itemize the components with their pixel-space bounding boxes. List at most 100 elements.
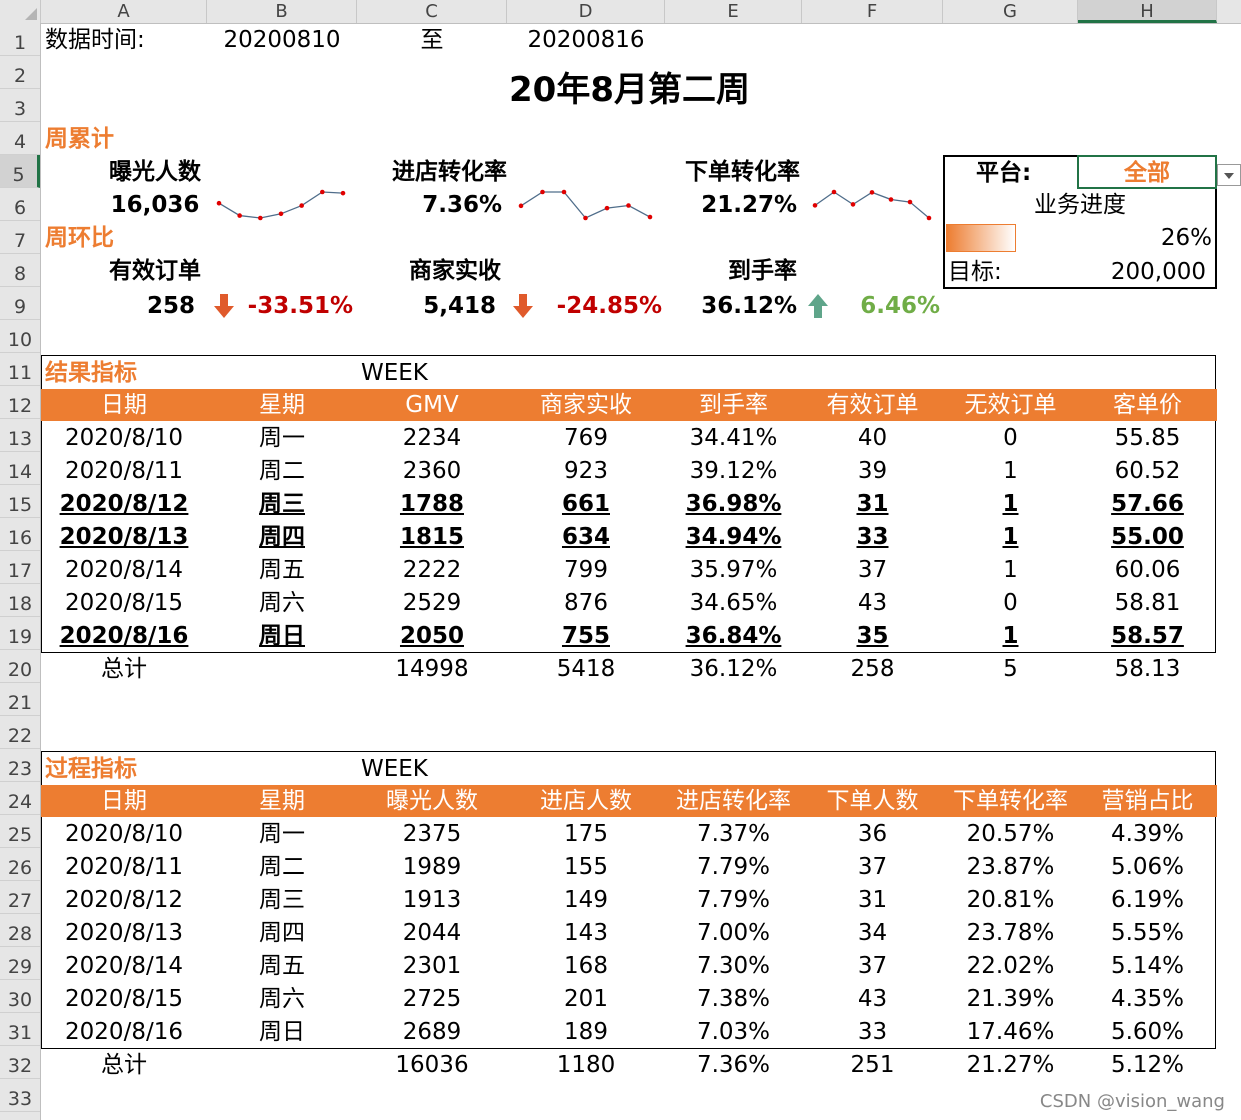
process-table-cell[interactable]: 175 <box>564 821 608 847</box>
process-table-cell[interactable]: 1913 <box>402 887 462 913</box>
result-table-header-cell[interactable]: 客单价 <box>1113 392 1182 418</box>
process-table-cell[interactable]: 周四 <box>259 920 305 946</box>
result-table-cell[interactable]: 60.06 <box>1114 557 1181 583</box>
store-conversion-value[interactable]: 7.36% <box>422 192 502 218</box>
result-table-cell[interactable]: 60.52 <box>1114 458 1181 484</box>
progress-value[interactable]: 26% <box>1160 225 1212 251</box>
result-table-cell[interactable]: 1 <box>1002 524 1019 550</box>
row-header-20[interactable]: 20 <box>0 650 40 683</box>
result-table-cell[interactable]: 58.81 <box>1114 590 1181 616</box>
result-table-cell[interactable]: 周六 <box>259 590 305 616</box>
result-table-cell[interactable]: 2050 <box>399 623 464 649</box>
process-table-cell[interactable]: 周五 <box>259 953 305 979</box>
process-table-cell[interactable]: 143 <box>564 920 608 946</box>
result-table-header-cell[interactable]: 星期 <box>259 392 305 418</box>
result-table-cell[interactable]: 799 <box>564 557 608 583</box>
result-table-cell[interactable]: 2020/8/14 <box>65 557 183 583</box>
result-table-total-cell[interactable]: 36.12% <box>689 656 778 682</box>
valid-orders-label[interactable]: 有效订单 <box>109 258 201 284</box>
process-table-cell[interactable]: 2020/8/10 <box>65 821 183 847</box>
exposure-value[interactable]: 16,036 <box>110 192 200 218</box>
result-table-cell[interactable]: 39 <box>857 458 888 484</box>
result-table-cell[interactable]: 2020/8/12 <box>59 491 189 517</box>
result-table-cell[interactable]: 2020/8/16 <box>59 623 189 649</box>
result-table-cell[interactable]: 34.65% <box>689 590 778 616</box>
column-header-d[interactable]: D <box>507 0 665 23</box>
progress-label[interactable]: 业务进度 <box>1034 192 1126 218</box>
process-table-cell[interactable]: 168 <box>564 953 608 979</box>
process-table-cell[interactable]: 2020/8/15 <box>65 986 183 1012</box>
row-header-25[interactable]: 25 <box>0 815 40 848</box>
target-label[interactable]: 目标: <box>948 259 1002 285</box>
process-table-cell[interactable]: 2020/8/16 <box>65 1019 183 1045</box>
process-table-total-cell[interactable]: 5.12% <box>1110 1052 1185 1078</box>
end-date[interactable]: 20200816 <box>527 27 645 53</box>
process-table-header-cell[interactable]: 下单人数 <box>826 788 919 814</box>
process-table-cell[interactable]: 33 <box>857 1019 888 1045</box>
row-header-19[interactable]: 19 <box>0 617 40 650</box>
process-table-cell[interactable]: 23.78% <box>966 920 1055 946</box>
process-table-cell[interactable]: 7.38% <box>696 986 771 1012</box>
row-header-33[interactable]: 33 <box>0 1079 40 1112</box>
process-table-cell[interactable]: 189 <box>564 1019 608 1045</box>
row-header-9[interactable]: 9 <box>0 287 40 320</box>
process-table-cell[interactable]: 149 <box>564 887 608 913</box>
row-header-28[interactable]: 28 <box>0 914 40 947</box>
process-table-header-cell[interactable]: 日期 <box>101 788 147 814</box>
platform-select-cell[interactable] <box>1077 155 1217 189</box>
process-table-total-cell[interactable]: 251 <box>850 1052 895 1078</box>
result-table-cell[interactable]: 0 <box>1003 425 1018 451</box>
result-table-header-cell[interactable]: 商家实收 <box>540 392 632 418</box>
process-table-cell[interactable]: 2375 <box>402 821 462 847</box>
result-table-cell[interactable]: 769 <box>564 425 608 451</box>
process-table-cell[interactable]: 155 <box>564 854 608 880</box>
result-table-total-cell[interactable]: 5 <box>1003 656 1018 682</box>
result-table-total-cell[interactable]: 58.13 <box>1114 656 1181 682</box>
process-table-cell[interactable]: 2689 <box>402 1019 462 1045</box>
process-table-cell[interactable]: 4.39% <box>1110 821 1185 847</box>
result-table-cell[interactable]: 634 <box>561 524 610 550</box>
result-table-cell[interactable]: 2020/8/11 <box>65 458 183 484</box>
arrival-rate-value[interactable]: 36.12% <box>701 293 797 319</box>
result-table-cell[interactable]: 周四 <box>259 524 305 550</box>
valid-orders-change[interactable]: -33.51% <box>247 293 353 319</box>
process-table-cell[interactable]: 7.79% <box>696 887 771 913</box>
result-table-cell[interactable]: 1 <box>1002 623 1019 649</box>
result-table-total-cell[interactable]: 总计 <box>101 656 147 682</box>
process-table-cell[interactable]: 17.46% <box>966 1019 1055 1045</box>
result-table-cell[interactable]: 39.12% <box>689 458 778 484</box>
row-header-6[interactable]: 6 <box>0 188 40 221</box>
data-time-label[interactable]: 数据时间: <box>45 27 145 53</box>
order-conversion-value[interactable]: 21.27% <box>701 192 797 218</box>
process-table-cell[interactable]: 7.30% <box>696 953 771 979</box>
result-table-cell[interactable]: 1 <box>1002 491 1019 517</box>
to-label[interactable]: 至 <box>420 27 444 53</box>
row-header-32[interactable]: 32 <box>0 1046 40 1079</box>
process-table-cell[interactable]: 7.00% <box>696 920 771 946</box>
process-table-cell[interactable]: 周日 <box>259 1019 305 1045</box>
valid-orders-value[interactable]: 258 <box>146 293 195 319</box>
process-table-header-cell[interactable]: 营销占比 <box>1101 788 1194 814</box>
result-table-cell[interactable]: 周三 <box>259 491 305 517</box>
result-table-cell[interactable]: 周五 <box>259 557 305 583</box>
row-header-5[interactable]: 5 <box>0 155 40 188</box>
result-table-cell[interactable]: 58.57 <box>1111 623 1184 649</box>
result-table-cell[interactable]: 55.00 <box>1111 524 1184 550</box>
result-table-cell[interactable]: 2222 <box>402 557 462 583</box>
process-section-label[interactable]: 过程指标 <box>45 756 137 782</box>
merchant-income-change[interactable]: -24.85% <box>556 293 662 319</box>
weekly-total-label[interactable]: 周累计 <box>45 126 114 152</box>
process-table-total-cell[interactable]: 总计 <box>101 1052 147 1078</box>
column-header-f[interactable]: F <box>802 0 943 23</box>
row-header-24[interactable]: 24 <box>0 782 40 815</box>
process-table-cell[interactable]: 7.37% <box>696 821 771 847</box>
process-table-cell[interactable]: 5.55% <box>1110 920 1185 946</box>
result-table-cell[interactable]: 2360 <box>402 458 462 484</box>
process-table-cell[interactable]: 37 <box>857 854 888 880</box>
process-table-header-cell[interactable]: 星期 <box>259 788 305 814</box>
process-table-cell[interactable]: 周一 <box>259 821 305 847</box>
result-table-cell[interactable]: 43 <box>857 590 888 616</box>
result-table-cell[interactable]: 37 <box>857 557 888 583</box>
result-table-cell[interactable]: 35 <box>856 623 889 649</box>
row-header-8[interactable]: 8 <box>0 254 40 287</box>
